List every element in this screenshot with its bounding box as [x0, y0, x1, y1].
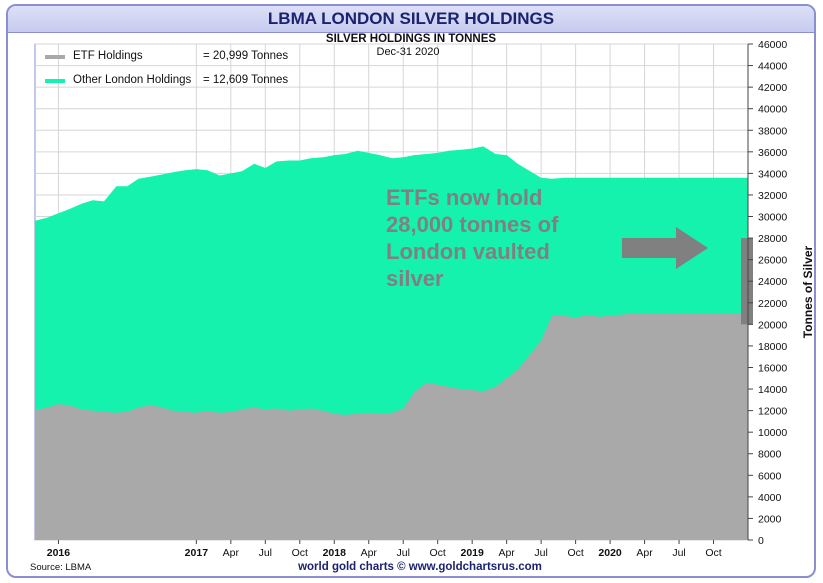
x-tick-label: Jul	[534, 547, 547, 559]
annotation-arrow	[622, 227, 708, 269]
date-label: Dec-31 2020	[377, 46, 440, 58]
x-tick-label: Apr	[361, 547, 378, 559]
y-tick-label: 26000	[758, 255, 787, 267]
annotation-text-line: ETFs now hold	[386, 185, 542, 210]
y-tick-label: 0	[758, 535, 764, 547]
x-tick-label: Jul	[672, 547, 685, 559]
chart-subtitle: SILVER HOLDINGS IN TONNES	[326, 33, 497, 45]
y-tick-label: 14000	[758, 384, 787, 396]
y-axis-label: Tonnes of Silver	[801, 245, 815, 338]
legend-label: ETF Holdings	[73, 50, 143, 62]
y-tick-label: 30000	[758, 212, 787, 224]
footer-credit: world gold charts © www.goldchartsrus.co…	[297, 561, 542, 573]
y-tick-label: 6000	[758, 470, 782, 482]
annotation-text-line: silver	[386, 266, 444, 291]
y-tick-label: 10000	[758, 427, 787, 439]
x-tick-label: Oct	[705, 547, 721, 559]
x-tick-label: Jul	[259, 547, 272, 559]
annotation-text-line: 28,000 tonnes of	[386, 212, 559, 237]
x-tick-label: Oct	[430, 547, 446, 559]
source-note: Source: LBMA	[30, 562, 92, 573]
y-tick-label: 22000	[758, 298, 787, 310]
chart-title: LBMA LONDON SILVER HOLDINGS	[267, 9, 555, 28]
y-tick-label: 34000	[758, 168, 787, 180]
x-tick-label: Oct	[292, 547, 308, 559]
x-tick-label: 2019	[460, 547, 484, 559]
y-tick-label: 20000	[758, 319, 787, 331]
legend-value: = 20,999 Tonnes	[203, 50, 288, 62]
y-tick-label: 4000	[758, 492, 782, 504]
x-tick-label: 2017	[185, 547, 209, 559]
y-tick-label: 40000	[758, 104, 787, 116]
x-tick-label: 2018	[323, 547, 347, 559]
y-tick-label: 42000	[758, 82, 787, 94]
y-tick-label: 12000	[758, 406, 787, 418]
series-area-etf-holdings	[35, 313, 748, 540]
x-tick-label: Apr	[223, 547, 240, 559]
legend-swatch	[45, 79, 65, 83]
y-tick-label: 38000	[758, 125, 787, 137]
annotation-text-line: London vaulted	[386, 239, 550, 264]
y-tick-label: 18000	[758, 341, 787, 353]
y-tick-label: 46000	[758, 39, 787, 51]
x-tick-label: Oct	[567, 547, 583, 559]
x-tick-label: 2020	[598, 547, 622, 559]
x-tick-label: Apr	[498, 547, 515, 559]
y-tick-label: 28000	[758, 233, 787, 245]
y-tick-label: 8000	[758, 449, 782, 461]
x-tick-label: 2016	[47, 547, 71, 559]
y-tick-label: 16000	[758, 362, 787, 374]
legend-value: = 12,609 Tonnes	[203, 74, 288, 86]
legend-label: Other London Holdings	[73, 74, 192, 86]
title-bar: LBMA LONDON SILVER HOLDINGS	[8, 6, 814, 33]
x-tick-label: Jul	[397, 547, 410, 559]
x-tick-label: Apr	[636, 547, 653, 559]
y-tick-label: 44000	[758, 61, 787, 73]
y-tick-label: 36000	[758, 147, 787, 159]
legend-swatch	[45, 55, 65, 59]
y-tick-label: 24000	[758, 276, 787, 288]
y-tick-label: 32000	[758, 190, 787, 202]
y-tick-label: 2000	[758, 513, 782, 525]
